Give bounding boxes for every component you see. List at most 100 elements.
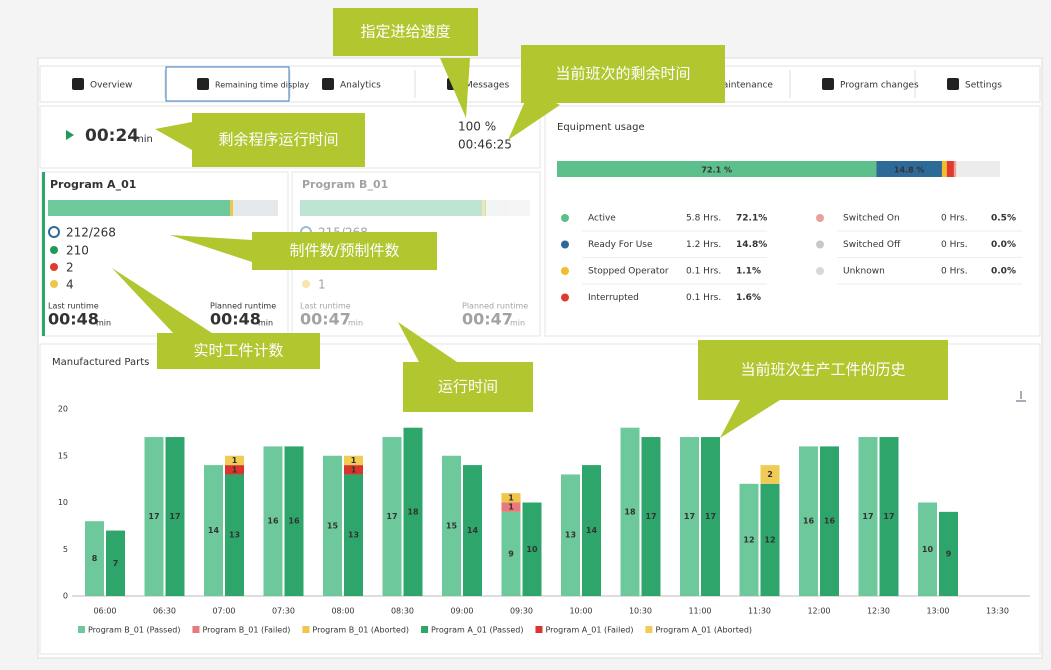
x-tick-label: 09:00 xyxy=(450,607,473,616)
callout-box xyxy=(333,8,478,56)
program-name: Program A_01 xyxy=(50,178,136,191)
tab-label[interactable]: Analytics xyxy=(340,81,381,91)
data-label: 13 xyxy=(565,531,576,540)
tab-label[interactable]: Program changes xyxy=(840,81,919,91)
bar-segment xyxy=(760,483,780,596)
bar-segment xyxy=(344,455,363,466)
legend-swatch xyxy=(421,626,429,633)
equipment-usage: 72.1 % Active 5.8 Hrs. 72.1% 14.8 % Ready For… xyxy=(557,161,1022,303)
legend-swatch xyxy=(192,626,200,633)
last-runtime: 00:47 xyxy=(300,310,351,329)
aborted-icon xyxy=(302,280,310,288)
download-icon[interactable] xyxy=(1016,391,1026,402)
bar-segment xyxy=(403,427,423,596)
data-label: 16 xyxy=(288,517,300,526)
bar-segment xyxy=(263,446,283,596)
bar-segment xyxy=(144,437,164,596)
tab-label[interactable]: Remaining time display xyxy=(215,81,309,90)
y-tick-label: 0 xyxy=(63,592,68,601)
bar-segment xyxy=(344,474,363,596)
state-name: Active xyxy=(588,214,616,224)
remaining-time: 00:24 xyxy=(85,126,139,146)
bar-segment xyxy=(918,502,937,596)
bar-segment xyxy=(225,455,244,466)
bar-segment xyxy=(522,502,542,596)
tab-label[interactable]: Overview xyxy=(90,81,132,91)
failed-icon xyxy=(50,263,58,271)
data-label: 13 xyxy=(229,531,240,540)
state-name: Interrupted xyxy=(588,293,639,303)
tab-icon xyxy=(197,78,209,90)
bar-segment xyxy=(204,465,223,596)
x-tick-label: 11:00 xyxy=(688,607,711,616)
data-label: 9 xyxy=(946,549,952,558)
tabs: Overview Remaining time display Analytics M… xyxy=(72,66,1041,102)
usage-bar-label: 72.1 % xyxy=(701,166,732,175)
bar-segment xyxy=(561,474,580,596)
parts-icon xyxy=(48,226,60,238)
play-icon xyxy=(66,130,74,140)
usage-segment xyxy=(953,161,957,177)
tab-label[interactable]: Maintenance xyxy=(715,81,773,91)
state-share: 0.5% xyxy=(991,214,1016,224)
usage-bar-label: 14.8 % xyxy=(894,166,925,175)
x-tick-label: 12:30 xyxy=(867,607,890,616)
panel-title: Equipment usage xyxy=(557,122,645,133)
aborted-icon xyxy=(50,280,58,288)
state-icon xyxy=(561,240,569,249)
equipment-usage-panel xyxy=(544,105,1041,337)
bar-segment xyxy=(582,465,601,596)
x-tick-label: 07:00 xyxy=(212,607,235,616)
data-label: 16 xyxy=(824,517,836,526)
tab-icon xyxy=(822,78,834,90)
feed-rate: 100 % xyxy=(458,120,496,134)
data-label: 1 xyxy=(232,465,238,474)
passed-count: 210 xyxy=(66,244,89,258)
tab-label[interactable]: Settings xyxy=(965,81,1002,91)
bar-segment xyxy=(284,446,304,596)
unit: min xyxy=(258,319,273,328)
callout-text: 制件数/预制件数 xyxy=(289,242,399,260)
bar-segment xyxy=(382,437,402,596)
state-hours: 0.1 Hrs. xyxy=(686,267,721,277)
progress-marker xyxy=(482,200,485,216)
usage-segment xyxy=(876,161,942,177)
legend-label: Program A_01 (Passed) xyxy=(431,626,523,635)
callout-box xyxy=(698,340,948,400)
callout-box xyxy=(403,362,533,412)
x-tick-label: 10:00 xyxy=(569,607,592,616)
legend-swatch xyxy=(645,626,653,633)
progress-bar xyxy=(300,200,486,216)
state-hours: 1.2 Hrs. xyxy=(686,240,721,250)
x-tick-label: 13:00 xyxy=(926,607,949,616)
state-hours: 0 Hrs. xyxy=(941,240,968,250)
x-tick-label: 07:30 xyxy=(272,607,295,616)
tab-label[interactable]: Messages xyxy=(465,81,509,91)
callouts: 指定进给速度当前班次的剩余时间剩余程序运行时间制件数/预制件数实时工件计数运行时… xyxy=(157,8,948,412)
callout-text: 当前班次生产工件的历史 xyxy=(740,361,905,379)
data-label: 1 xyxy=(351,456,357,465)
data-label: 12 xyxy=(764,535,775,544)
y-tick-label: 15 xyxy=(58,451,68,460)
data-label: 17 xyxy=(386,512,397,521)
state-name: Switched On xyxy=(843,214,900,224)
legend-label: Program B_01 (Failed) xyxy=(202,626,290,635)
data-label: 1 xyxy=(351,465,357,474)
data-label: 17 xyxy=(169,512,180,521)
data-label: 17 xyxy=(148,512,159,521)
pointer xyxy=(720,400,780,438)
x-tick-label: 08:30 xyxy=(391,607,414,616)
callout-box xyxy=(157,333,320,369)
bar-segment xyxy=(225,465,244,475)
data-label: 14 xyxy=(586,526,598,535)
x-tick-label: 12:00 xyxy=(807,607,830,616)
legend-swatch xyxy=(302,626,310,633)
tab-icon xyxy=(322,78,334,90)
data-label: 15 xyxy=(327,521,339,530)
bar-segment xyxy=(760,465,780,484)
legend-swatch xyxy=(535,626,543,633)
bar-segment xyxy=(501,493,521,503)
data-label: 17 xyxy=(684,512,695,521)
bar-segment xyxy=(463,465,482,596)
